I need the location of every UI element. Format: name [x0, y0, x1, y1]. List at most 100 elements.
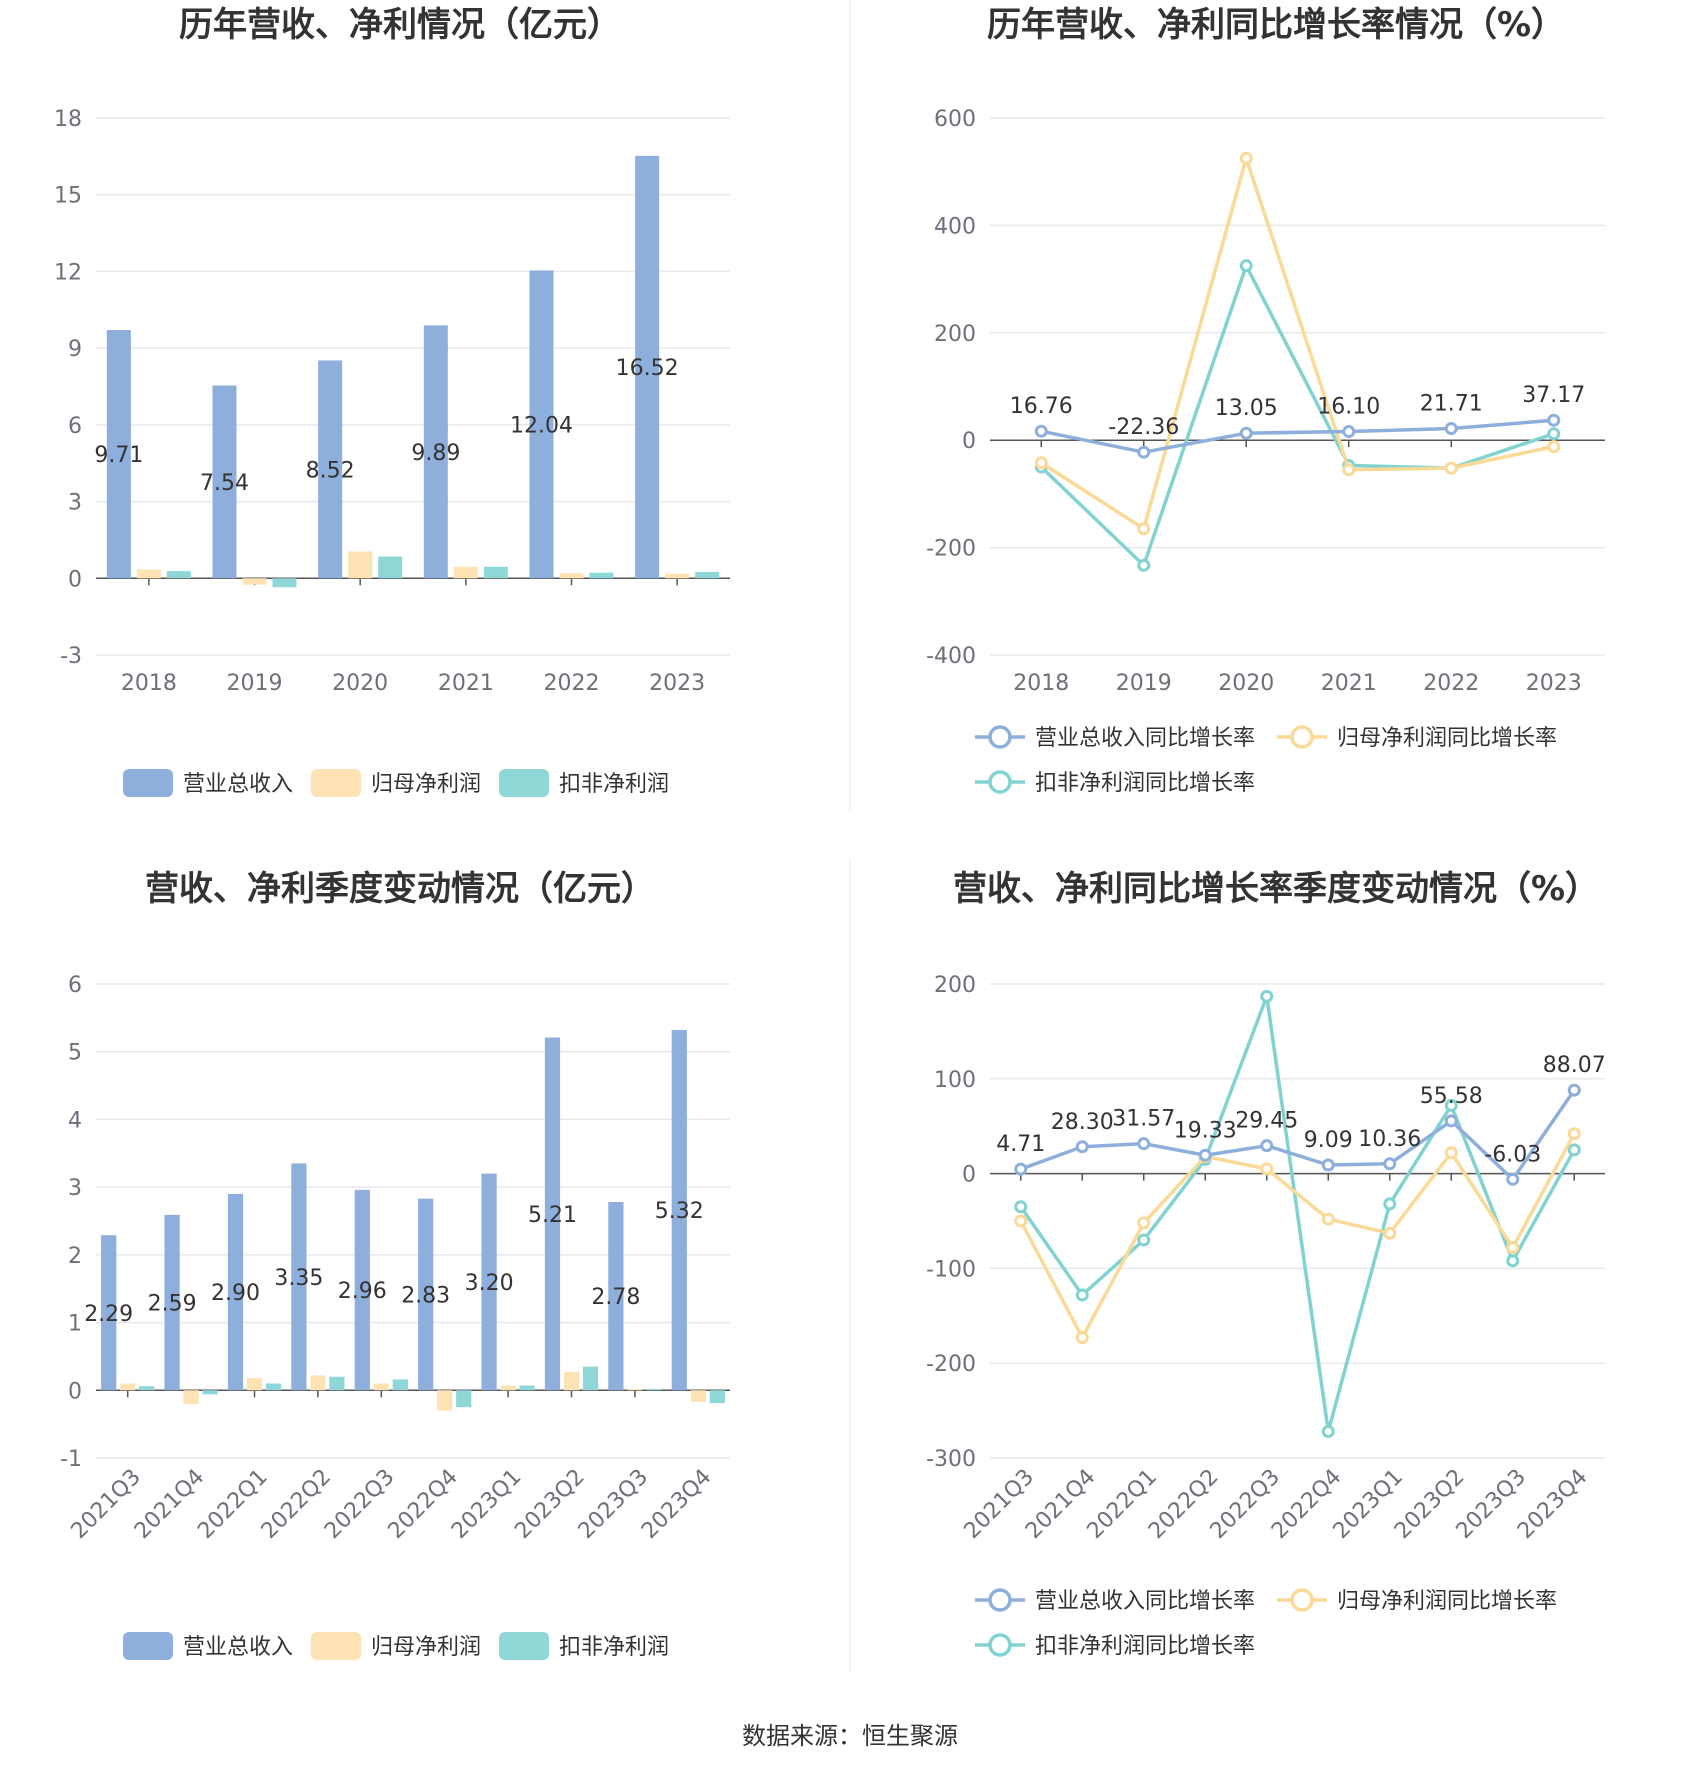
bar-data-label: 2.96 — [338, 1279, 387, 1304]
line-data-label: 16.76 — [1010, 394, 1073, 419]
line-data-label: 21.71 — [1420, 392, 1483, 417]
bar-data-label: 5.32 — [655, 1199, 704, 1224]
x-tick-label: 2022Q3 — [320, 1465, 399, 1544]
legend-label-revenue: 营业总收入同比增长率 — [1035, 1589, 1255, 1614]
y-tick-label: 2 — [68, 1244, 82, 1269]
x-tick-label: 2019 — [227, 671, 283, 696]
data-point-net-profit — [1014, 1214, 1028, 1228]
x-tick-label: 2021Q4 — [130, 1465, 209, 1544]
legend-label-revenue: 营业总收入 — [183, 772, 293, 797]
data-point-net-profit — [1137, 1216, 1151, 1230]
bar-deducted-profit — [139, 1386, 155, 1391]
y-tick-label: 5 — [68, 1041, 82, 1066]
series-line-deducted-profit — [1019, 994, 1576, 1434]
bar-revenue — [291, 1163, 307, 1391]
legend-label-deducted-profit: 扣非净利润 — [559, 772, 669, 797]
series-line-net-profit — [1040, 156, 1555, 531]
legend-swatch-deducted-profit — [499, 1632, 549, 1660]
data-point-net-profit — [1444, 461, 1458, 475]
bar-data-label: 3.35 — [274, 1266, 323, 1291]
data-point-net-profit — [1321, 1212, 1335, 1226]
y-tick-label: -200 — [926, 537, 976, 562]
data-point-revenue — [1321, 1158, 1335, 1172]
line-data-label: -22.36 — [1108, 415, 1179, 440]
data-point-deducted-profit — [1014, 1200, 1028, 1214]
x-tick-label: 2018 — [121, 671, 177, 696]
bar-net-profit — [690, 1390, 706, 1402]
line-data-label: 19.33 — [1174, 1118, 1237, 1143]
x-tick-label: 2021Q3 — [67, 1465, 146, 1544]
bar-net-profit — [453, 566, 478, 579]
data-point-net-profit — [1137, 522, 1151, 536]
x-tick-label: 2022Q1 — [193, 1465, 272, 1544]
x-tick-label: 2020 — [332, 671, 388, 696]
data-point-revenue — [1547, 413, 1561, 427]
legend-label-deducted-profit: 扣非净利润同比增长率 — [1035, 771, 1255, 796]
line-data-label: 31.57 — [1112, 1107, 1175, 1132]
bar-data-label: 3.20 — [465, 1271, 514, 1296]
data-point-deducted-profit — [1137, 558, 1151, 572]
bar-revenue — [418, 1198, 434, 1391]
legend-label-net-profit: 归母净利润同比增长率 — [1337, 726, 1557, 751]
legend-swatch-deducted-profit — [499, 769, 549, 797]
x-tick-label: 2022 — [544, 671, 600, 696]
data-point-revenue — [1239, 426, 1253, 440]
data-point-revenue — [1342, 425, 1356, 439]
data-point-revenue — [1198, 1148, 1212, 1162]
y-tick-label: -200 — [926, 1352, 976, 1377]
y-tick-label: 18 — [54, 107, 82, 132]
legend-label-net-profit: 归母净利润 — [371, 772, 481, 797]
legend-marker-net-profit — [1290, 1588, 1314, 1612]
bar-net-profit — [246, 1378, 263, 1391]
data-point-revenue — [1444, 422, 1458, 436]
x-tick-label: 2023Q1 — [447, 1465, 526, 1544]
y-tick-label: -400 — [926, 644, 976, 669]
x-tick-label: 2022Q2 — [257, 1465, 336, 1544]
y-tick-label: 0 — [962, 429, 976, 454]
y-tick-label: -300 — [926, 1447, 976, 1472]
legend-marker-revenue — [988, 1588, 1012, 1612]
line-data-label: 28.30 — [1051, 1110, 1114, 1135]
bar-net-profit — [563, 1372, 580, 1391]
line-data-label: 9.09 — [1304, 1128, 1353, 1153]
bar-revenue — [318, 360, 343, 579]
series-line-revenue — [1020, 1089, 1576, 1182]
bar-net-profit — [310, 1375, 326, 1391]
bar-revenue — [354, 1189, 370, 1391]
bar-data-label: 16.52 — [616, 356, 679, 381]
legend-swatch-net-profit — [311, 769, 361, 797]
legend-swatch-net-profit — [311, 1632, 361, 1660]
bar-net-profit — [627, 1388, 643, 1391]
data-point-deducted-profit — [1239, 259, 1253, 273]
y-tick-label: 0 — [962, 1163, 976, 1188]
bar-data-label: 7.54 — [200, 471, 249, 496]
line-data-label: 16.10 — [1317, 395, 1380, 420]
data-point-revenue — [1567, 1083, 1581, 1097]
data-point-revenue — [1137, 1137, 1151, 1151]
x-tick-label: 2023 — [1526, 671, 1582, 696]
x-tick-label: 2021 — [1321, 671, 1377, 696]
bar-data-label: 2.29 — [84, 1302, 133, 1327]
legend-marker-deducted-profit — [988, 770, 1012, 794]
bar-data-label: 5.21 — [528, 1203, 577, 1228]
y-tick-label: 200 — [934, 973, 976, 998]
x-tick-label: 2020 — [1218, 671, 1274, 696]
y-tick-label: -100 — [926, 1257, 976, 1282]
bar-net-profit — [348, 551, 373, 579]
data-point-deducted-profit — [1506, 1254, 1520, 1268]
annual-revenue-profit-chart: 历年营收、净利情况（亿元） -3 0 3 6 9 12 15 18 2018 2019 2020 202… — [54, 5, 730, 797]
bar-deducted-profit — [709, 1390, 725, 1404]
y-tick-label: -1 — [60, 1447, 82, 1472]
bar-revenue — [423, 325, 448, 579]
bar-net-profit — [120, 1383, 136, 1391]
data-point-deducted-profit — [1260, 989, 1274, 1003]
legend-label-deducted-profit: 扣非净利润 — [559, 1635, 669, 1660]
chart-title: 历年营收、净利情况（亿元） — [179, 5, 621, 45]
y-tick-label: 4 — [68, 1108, 82, 1133]
data-point-net-profit — [1239, 151, 1253, 165]
y-tick-label: 6 — [68, 414, 82, 439]
x-tick-label: 2018 — [1013, 671, 1069, 696]
bar-revenue — [164, 1214, 180, 1391]
bar-deducted-profit — [589, 572, 614, 579]
